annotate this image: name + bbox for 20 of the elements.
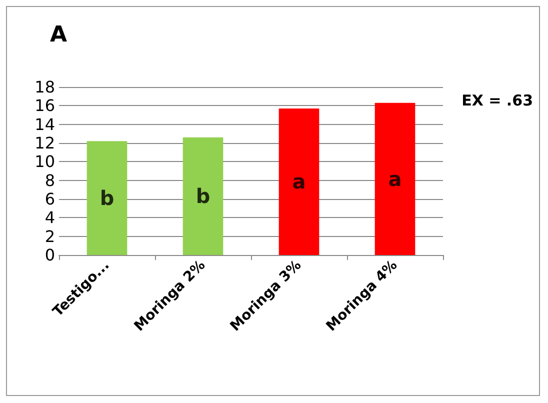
bar	[86, 141, 128, 255]
y-tick-label: 12	[34, 134, 55, 152]
annotation: b	[196, 184, 210, 208]
y-tick-label: 14	[34, 114, 55, 134]
y-tick-label: 10	[34, 152, 55, 172]
y-tick-label: 2	[44, 226, 55, 246]
bar	[182, 137, 224, 255]
y-tick-label: 0	[44, 246, 55, 264]
y-tick-label: 4	[44, 208, 55, 228]
text: EX = .63	[462, 92, 534, 110]
y-tick-label: 8	[44, 170, 55, 190]
y-tick-label: 16	[34, 96, 55, 116]
chart-title: A	[50, 22, 68, 48]
bar	[374, 102, 416, 255]
annotation: b	[100, 186, 114, 210]
y-tick-label: 6	[44, 190, 55, 208]
annotation: a	[292, 170, 306, 194]
bar	[278, 108, 320, 255]
y-tick-label: 18	[34, 78, 55, 96]
annotation: a	[388, 166, 402, 191]
